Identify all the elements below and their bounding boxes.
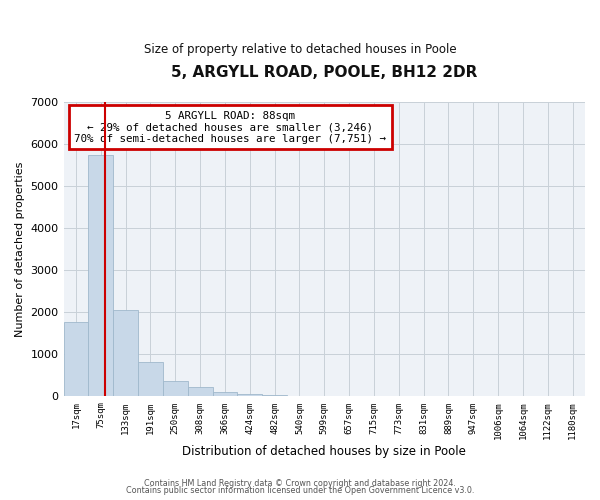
Text: 5 ARGYLL ROAD: 88sqm
← 29% of detached houses are smaller (3,246)
70% of semi-de: 5 ARGYLL ROAD: 88sqm ← 29% of detached h… [74,111,386,144]
Bar [88,155,113,396]
Bar [262,395,287,396]
Y-axis label: Number of detached properties: Number of detached properties [15,162,25,337]
Bar [212,392,238,396]
Bar [188,387,212,396]
Title: 5, ARGYLL ROAD, POOLE, BH12 2DR: 5, ARGYLL ROAD, POOLE, BH12 2DR [171,65,478,80]
X-axis label: Distribution of detached houses by size in Poole: Distribution of detached houses by size … [182,444,466,458]
Bar [238,394,262,396]
Text: Size of property relative to detached houses in Poole: Size of property relative to detached ho… [143,42,457,56]
Text: Contains HM Land Registry data © Crown copyright and database right 2024.: Contains HM Land Registry data © Crown c… [144,478,456,488]
Text: Contains public sector information licensed under the Open Government Licence v3: Contains public sector information licen… [126,486,474,495]
Bar [138,362,163,396]
Bar [113,310,138,396]
Bar [163,381,188,396]
Bar [64,322,88,396]
